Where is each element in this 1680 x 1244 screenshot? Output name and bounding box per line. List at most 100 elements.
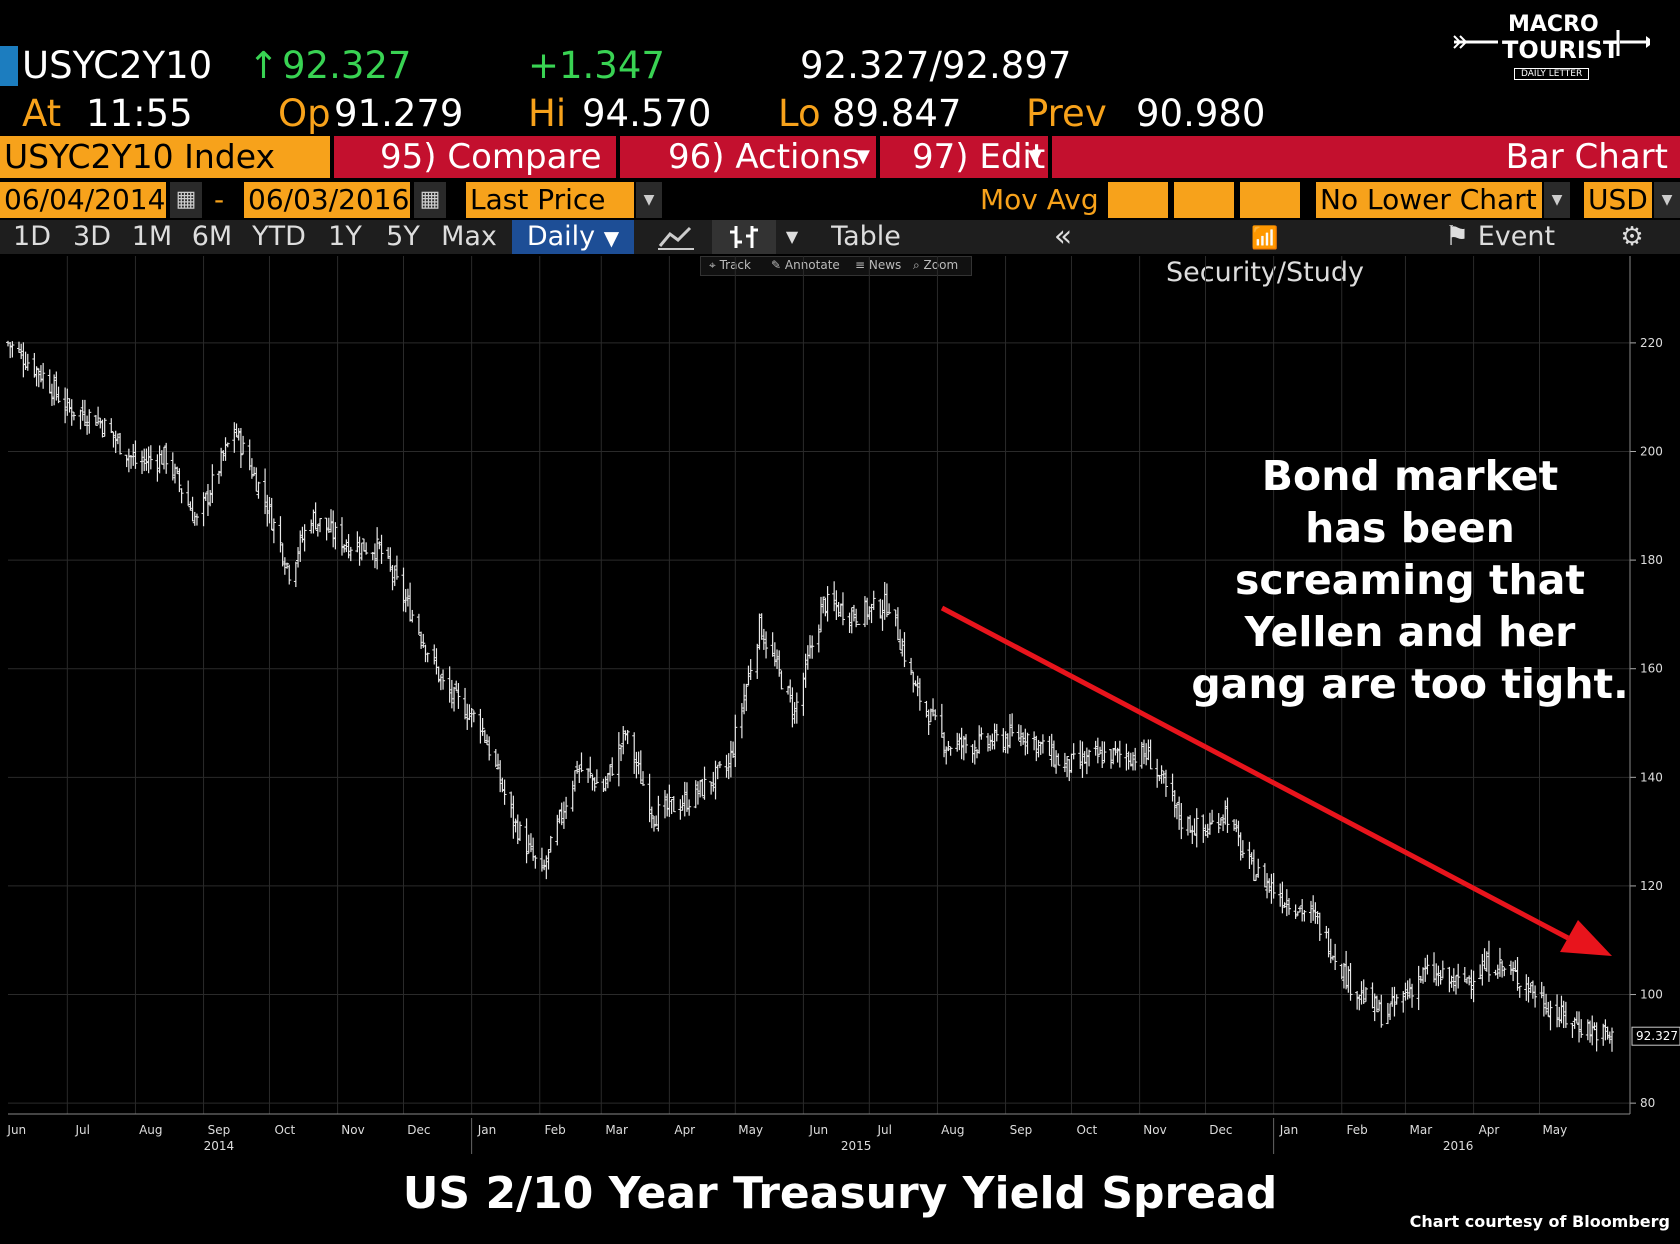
ohlc-bar	[698, 780, 703, 798]
ohlc-bar	[85, 415, 90, 435]
ohlc-bar	[34, 366, 39, 387]
price-field-chevron-icon[interactable]: ▼	[636, 182, 662, 218]
ohlc-bar	[1313, 902, 1318, 924]
end-date-field[interactable]: 06/03/2016	[244, 182, 410, 218]
mov-avg-1-field[interactable]	[1108, 182, 1168, 218]
ohlc-bar	[124, 454, 129, 468]
ohlc-bar	[1262, 863, 1267, 888]
ohlc-bar	[926, 709, 931, 735]
security-label: USYC2Y10 Index	[4, 137, 275, 176]
tab-ytd[interactable]: YTD	[252, 221, 306, 252]
bar-chart-icon[interactable]	[712, 220, 776, 254]
y-tick-label: 200	[1640, 444, 1663, 458]
end-calendar-icon[interactable]: ▦	[414, 182, 446, 218]
ohlc-bar	[1451, 968, 1456, 992]
ohlc-bar	[794, 692, 799, 724]
ohlc-bar	[372, 543, 377, 569]
ohlc-bar	[634, 751, 639, 779]
ohlc-bar	[25, 353, 30, 371]
ohlc-bar	[1071, 743, 1076, 760]
ohlc-bar	[49, 383, 54, 406]
ohlc-bar	[1100, 741, 1105, 768]
currency-select[interactable]: USD	[1584, 182, 1652, 218]
x-tick-label: Jan	[477, 1123, 497, 1137]
ohlc-bar	[1341, 962, 1346, 989]
ohlc-bar	[517, 821, 522, 841]
annotate-tool[interactable]: ✎ Annotate	[771, 258, 840, 272]
ohlc-bar	[155, 454, 160, 482]
ohlc-bar	[994, 723, 999, 742]
ohlc-bar	[641, 771, 646, 786]
ohlc-bar	[733, 714, 738, 768]
ohlc-bar	[972, 740, 977, 765]
ohlc-bar	[1579, 1019, 1584, 1038]
tab-1m[interactable]: 1M	[131, 221, 173, 252]
x-tick-label: Feb	[544, 1123, 565, 1137]
ohlc-bar	[1177, 796, 1182, 830]
zoom-tool[interactable]: ⌕ Zoom	[913, 258, 959, 272]
ohlc-bar	[1533, 985, 1538, 1008]
tab-1d[interactable]: 1D	[13, 221, 51, 252]
ohlc-bar	[456, 683, 461, 709]
price-field-select[interactable]: Last Price	[466, 182, 634, 218]
news-tool[interactable]: ≡ News	[855, 258, 902, 272]
start-date-field[interactable]: 06/04/2014	[0, 182, 166, 218]
chart-type-button[interactable]: Bar Chart	[1052, 136, 1680, 178]
ohlc-bar	[1056, 753, 1061, 766]
event-button[interactable]: ⚑ Event	[1440, 220, 1560, 254]
ohlc-bar	[1109, 749, 1114, 769]
logo-line1: MACRO	[1508, 12, 1599, 37]
annotation-line-1: Bond market	[1261, 452, 1559, 500]
ohlc-bar	[964, 734, 969, 754]
tab-max[interactable]: Max	[441, 221, 497, 252]
tab-6m[interactable]: 6M	[191, 221, 233, 252]
ohlc-bar	[131, 443, 136, 466]
ohlc-bar	[447, 666, 452, 703]
ohlc-bar	[1254, 874, 1259, 882]
start-calendar-icon[interactable]: ▦	[170, 182, 202, 218]
ohlc-bar	[1018, 725, 1023, 747]
settings-gear-icon[interactable]: ⚙	[1620, 222, 1644, 252]
open-value: 91.279	[334, 92, 464, 135]
ohlc-bar	[386, 547, 391, 559]
edit-button[interactable]: 97) Edit ▼	[880, 136, 1048, 178]
x-tick-label: May	[738, 1123, 763, 1137]
price-chart[interactable]: 80 100 120 140 160 180 200 220 Jun Jul Aug Sep Oct No…	[0, 256, 1680, 1156]
security-field[interactable]: USYC2Y10 Index	[0, 136, 330, 178]
security-study-button[interactable]: 📶 Security/Study	[1150, 220, 1380, 288]
ohlc-bar	[287, 564, 292, 585]
ohlc-bar	[928, 708, 933, 723]
ohlc-bar	[726, 753, 731, 780]
ohlc-bar	[779, 670, 784, 690]
mov-avg-3-field[interactable]	[1240, 182, 1300, 218]
ohlc-bar	[840, 592, 845, 626]
tab-5y[interactable]: 5Y	[386, 221, 420, 252]
ohlc-bar	[1462, 967, 1467, 983]
trend-arrow-head	[1560, 920, 1612, 956]
tab-3d[interactable]: 3D	[73, 221, 111, 252]
currency-chevron-icon[interactable]: ▼	[1654, 182, 1680, 218]
ohlc-bar	[115, 433, 120, 445]
ohlc-bar	[1482, 948, 1487, 970]
compare-button[interactable]: 95) Compare	[334, 136, 616, 178]
ohlc-bar	[82, 399, 87, 426]
grid-lines	[8, 256, 1630, 1114]
tab-1y[interactable]: 1Y	[328, 221, 362, 252]
collapse-icon[interactable]: «	[1053, 219, 1073, 254]
ohlc-bar	[933, 709, 938, 721]
ohlc-bar	[821, 596, 826, 614]
lower-chart-chevron-icon[interactable]: ▼	[1544, 182, 1570, 218]
table-button[interactable]: Table	[831, 221, 901, 252]
line-chart-icon[interactable]	[654, 220, 698, 254]
ohlc-bar	[944, 746, 949, 765]
period-select[interactable]: Daily ▼	[512, 220, 634, 254]
ohlc-bar	[1561, 1000, 1566, 1029]
chart-style-chevron-icon[interactable]: ▼	[785, 227, 799, 246]
actions-button[interactable]: 96) Actions ▼	[620, 136, 876, 178]
ohlc-bar	[1555, 994, 1560, 1028]
mov-avg-label: Mov Avg	[980, 183, 1099, 216]
mov-avg-2-field[interactable]	[1174, 182, 1234, 218]
lower-chart-select[interactable]: No Lower Chart	[1316, 182, 1542, 218]
ohlc-bar	[241, 435, 246, 455]
ohlc-bar	[318, 518, 323, 533]
